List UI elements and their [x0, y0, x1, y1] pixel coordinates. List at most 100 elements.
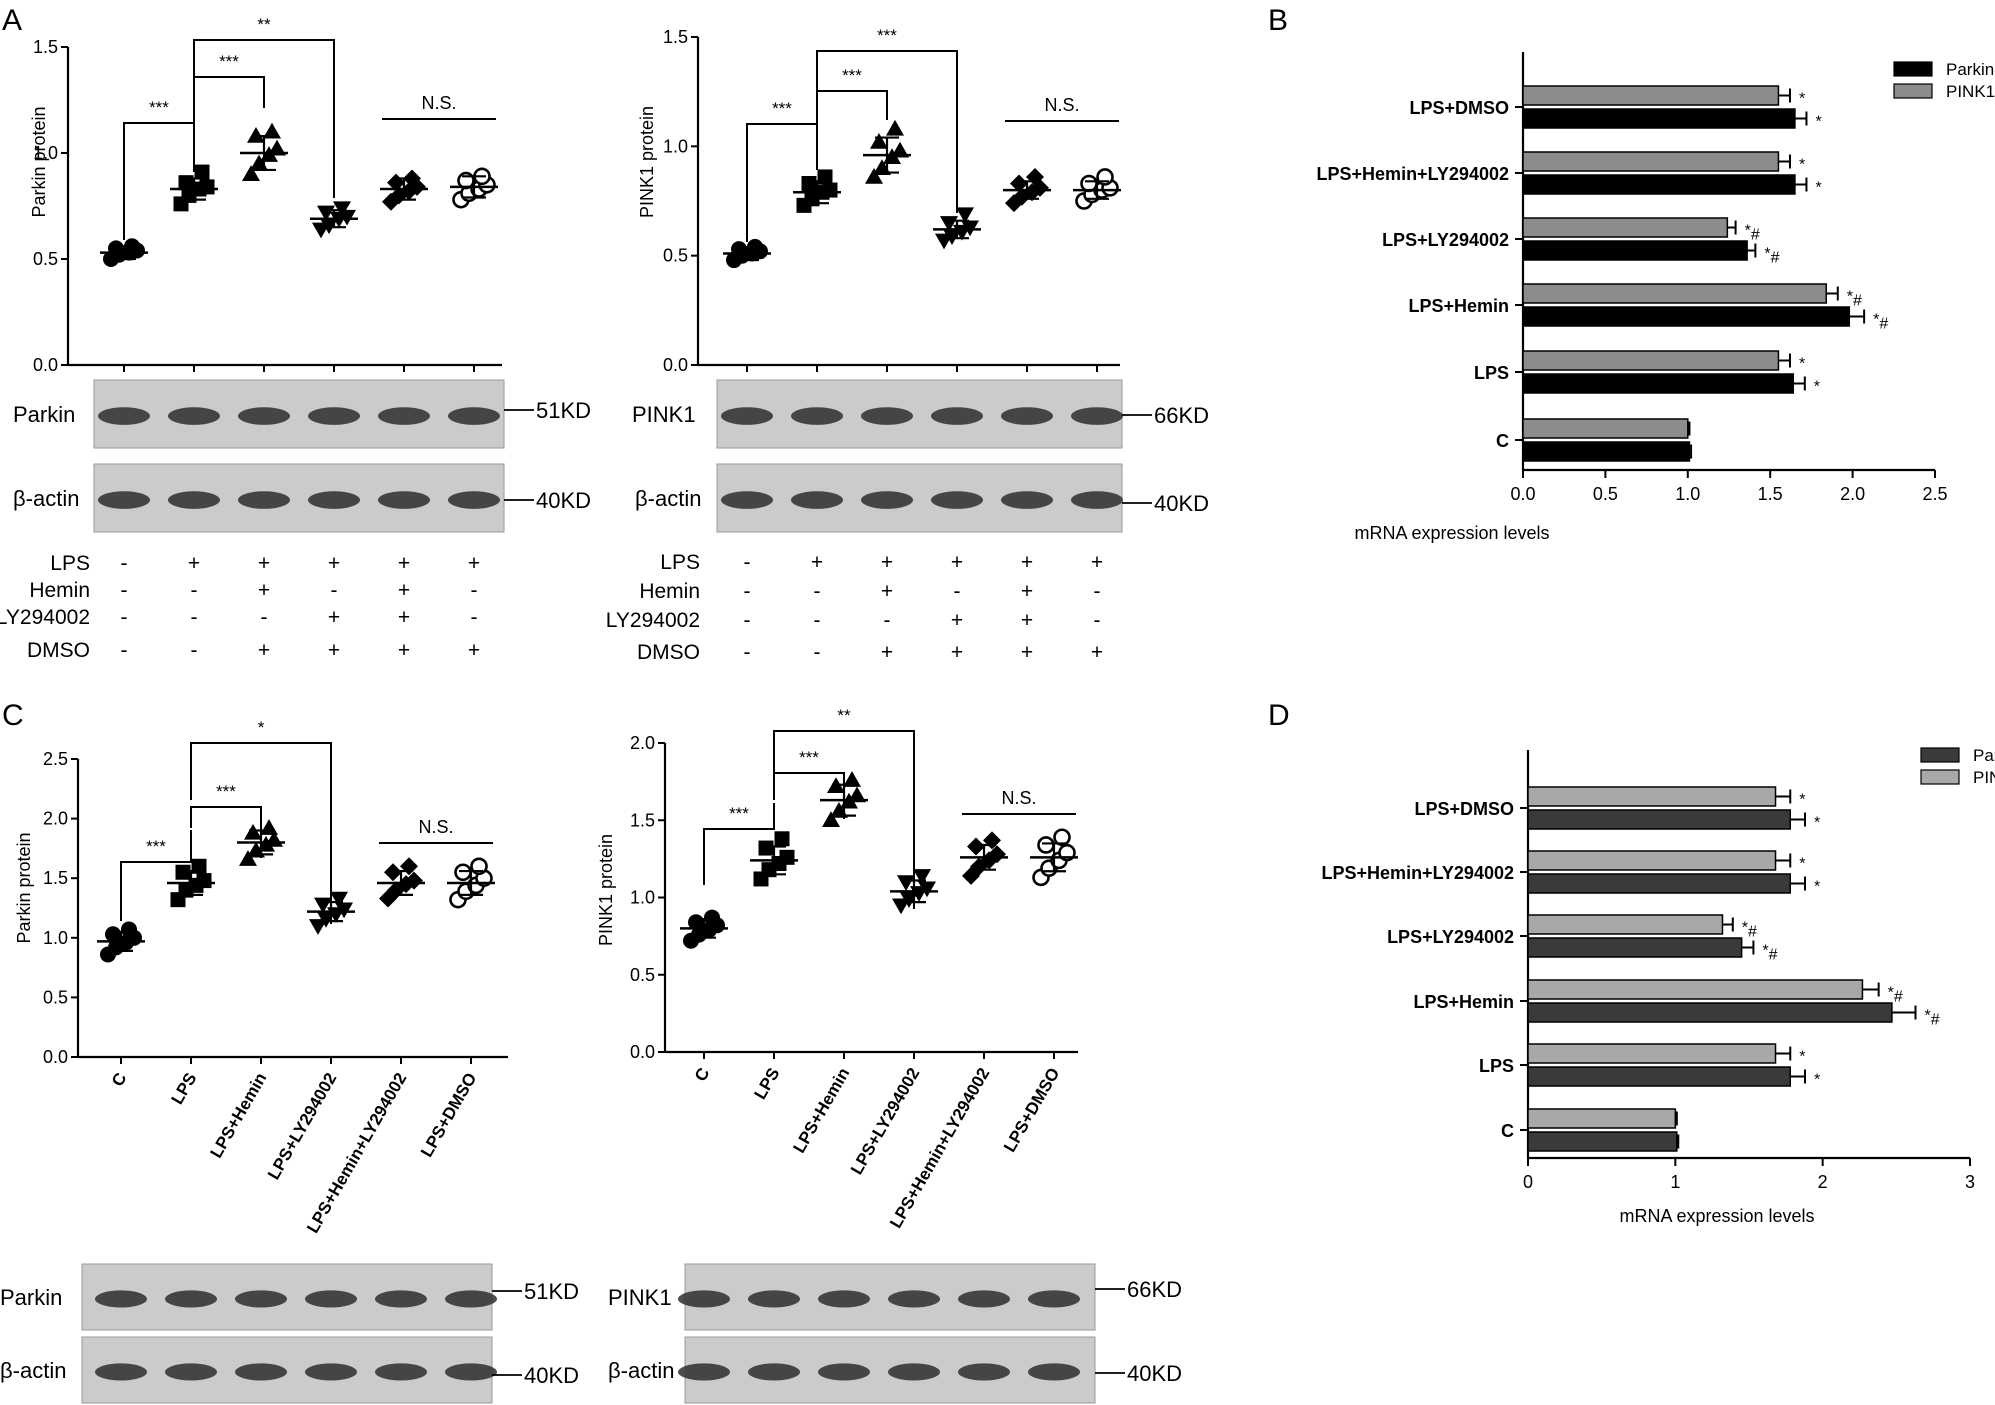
y-category-label: LPS+Hemin [1413, 992, 1514, 1012]
treatment-mark: + [881, 641, 893, 664]
significance-label: *** [146, 837, 166, 856]
x-tick-label: 3 [1965, 1172, 1975, 1192]
bracket [193, 39, 335, 198]
data-point [967, 837, 985, 856]
bar [1522, 418, 1689, 439]
blot-band [678, 1363, 730, 1381]
treatment-mark: + [328, 639, 340, 662]
bracket [773, 730, 915, 909]
legend-label: Parkin [1973, 746, 1995, 765]
y-axis-label: PINK1 protein [637, 106, 657, 218]
x-tick-label: 0 [1523, 1172, 1533, 1192]
data-point [822, 811, 840, 827]
data-group [960, 831, 1008, 885]
treatment-label: DMSO [27, 639, 90, 662]
y-tick-label: 1.5 [33, 37, 58, 57]
panel-d-bar-chart: D mRNA expression levels 0 1 2 3 LPS+DMSO LPS… [1268, 699, 1995, 1226]
data-point [268, 139, 286, 156]
significance-mark: * [1815, 114, 1821, 131]
x-tick-label: 0.0 [1510, 484, 1535, 504]
data-point [244, 823, 262, 840]
y-tick-label: 1.0 [663, 136, 688, 156]
data-point [913, 869, 931, 885]
blot-band [168, 407, 220, 425]
blot-panel [716, 463, 1123, 533]
data-point [400, 857, 418, 876]
treatment-mark: + [398, 579, 410, 602]
treatment-label: DMSO [637, 641, 700, 664]
bar [1527, 1108, 1677, 1129]
treatment-mark: - [191, 639, 198, 662]
legend-label: Parkin [1946, 60, 1994, 79]
data-point [918, 881, 936, 898]
data-point [704, 909, 720, 926]
bracket [120, 830, 192, 921]
blot-band [931, 491, 983, 509]
blot-band [235, 1363, 287, 1381]
data-point [194, 164, 210, 180]
blot-band [95, 1290, 147, 1308]
bar [1527, 937, 1743, 958]
significance-mark: * [1814, 379, 1820, 396]
treatment-mark: - [744, 609, 751, 632]
significance-mark: * [1799, 91, 1805, 108]
significance-mark-hash: # [1931, 1012, 1940, 1029]
bar [1522, 240, 1748, 261]
data-point [247, 127, 265, 143]
blot-band [378, 407, 430, 425]
significance-mark-hash: # [1769, 947, 1778, 964]
significance-label: * [258, 718, 265, 737]
blot-label: β-actin [13, 486, 79, 511]
treatment-mark: + [881, 580, 893, 603]
treatment-mark: + [468, 639, 480, 662]
treatment-mark: + [1021, 641, 1033, 664]
treatment-label: LY294002 [606, 609, 700, 632]
significance-label: *** [842, 66, 862, 85]
treatment-mark: - [814, 641, 821, 664]
legend-label: PINK1 [1946, 82, 1995, 101]
x-tick-label: 1.0 [1675, 484, 1700, 504]
significance-mark: * [1799, 157, 1805, 174]
data-point [779, 849, 795, 865]
y-tick-label: 1.5 [43, 868, 68, 888]
bar [1527, 1066, 1792, 1087]
data-group [100, 238, 148, 267]
blot-band [958, 1363, 1010, 1381]
data-point [897, 875, 915, 892]
bar [1522, 306, 1851, 327]
data-group [377, 857, 425, 908]
blot-panel [93, 463, 505, 533]
significance-label: *** [799, 748, 819, 767]
data-point [848, 786, 866, 803]
significance-mark: * [1814, 1072, 1820, 1089]
blot-band [448, 491, 500, 509]
significance-mark: *# [1762, 943, 1777, 964]
significance-label: *** [729, 804, 749, 823]
data-point [405, 871, 423, 890]
panel-c-parkin-chart: C Parkin protein 0.00.51.01.52.02.5C LPS L… [2, 699, 508, 1236]
y-category-label: LPS+LY294002 [1387, 927, 1514, 947]
x-tick-label: 2.5 [1922, 484, 1947, 504]
significance-label: N.S. [418, 817, 453, 837]
treatment-mark: + [1021, 580, 1033, 603]
treatment-mark: - [884, 609, 891, 632]
data-point [260, 819, 278, 835]
blot-band [931, 407, 983, 425]
data-point [105, 926, 121, 943]
treatment-mark: - [191, 606, 198, 629]
bracket [193, 76, 265, 170]
significance-label: ** [837, 706, 851, 725]
blot-band [445, 1363, 497, 1381]
blot-band [721, 491, 773, 509]
y-tick-label: 1.5 [663, 27, 688, 47]
data-point [330, 891, 348, 908]
data-point [199, 179, 215, 195]
blot-band [861, 491, 913, 509]
data-group [1003, 167, 1051, 213]
y-axis-label: PINK1 protein [596, 834, 616, 946]
treatment-mark: + [398, 552, 410, 575]
treatment-mark: + [951, 641, 963, 664]
blot-band [98, 407, 150, 425]
bar [1527, 1002, 1893, 1023]
